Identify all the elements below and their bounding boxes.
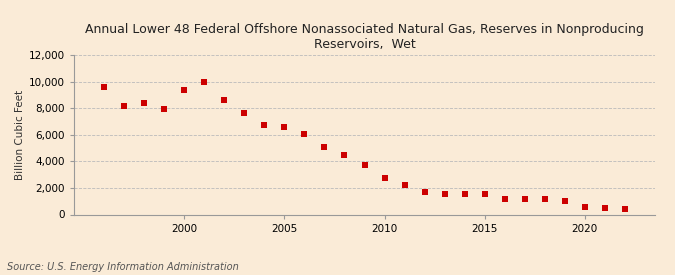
Point xyxy=(159,107,169,111)
Point xyxy=(560,199,570,204)
Point xyxy=(379,176,390,180)
Point xyxy=(99,85,109,89)
Text: Source: U.S. Energy Information Administration: Source: U.S. Energy Information Administ… xyxy=(7,262,238,272)
Point xyxy=(199,80,210,84)
Point xyxy=(579,204,590,209)
Point xyxy=(479,192,490,196)
Point xyxy=(179,87,190,92)
Title: Annual Lower 48 Federal Offshore Nonassociated Natural Gas, Reserves in Nonprodu: Annual Lower 48 Federal Offshore Nonasso… xyxy=(85,23,644,51)
Point xyxy=(139,101,150,105)
Point xyxy=(500,196,510,201)
Point xyxy=(219,97,230,102)
Point xyxy=(119,103,130,108)
Point xyxy=(599,206,610,210)
Point xyxy=(319,145,330,150)
Point xyxy=(419,190,430,194)
Point xyxy=(259,123,270,128)
Point xyxy=(459,192,470,196)
Point xyxy=(339,152,350,157)
Point xyxy=(279,125,290,130)
Point xyxy=(439,192,450,196)
Point xyxy=(620,206,630,211)
Point xyxy=(399,182,410,187)
Point xyxy=(539,196,550,201)
Point xyxy=(239,111,250,116)
Y-axis label: Billion Cubic Feet: Billion Cubic Feet xyxy=(15,90,25,180)
Point xyxy=(299,132,310,136)
Point xyxy=(519,196,530,201)
Point xyxy=(359,163,370,167)
